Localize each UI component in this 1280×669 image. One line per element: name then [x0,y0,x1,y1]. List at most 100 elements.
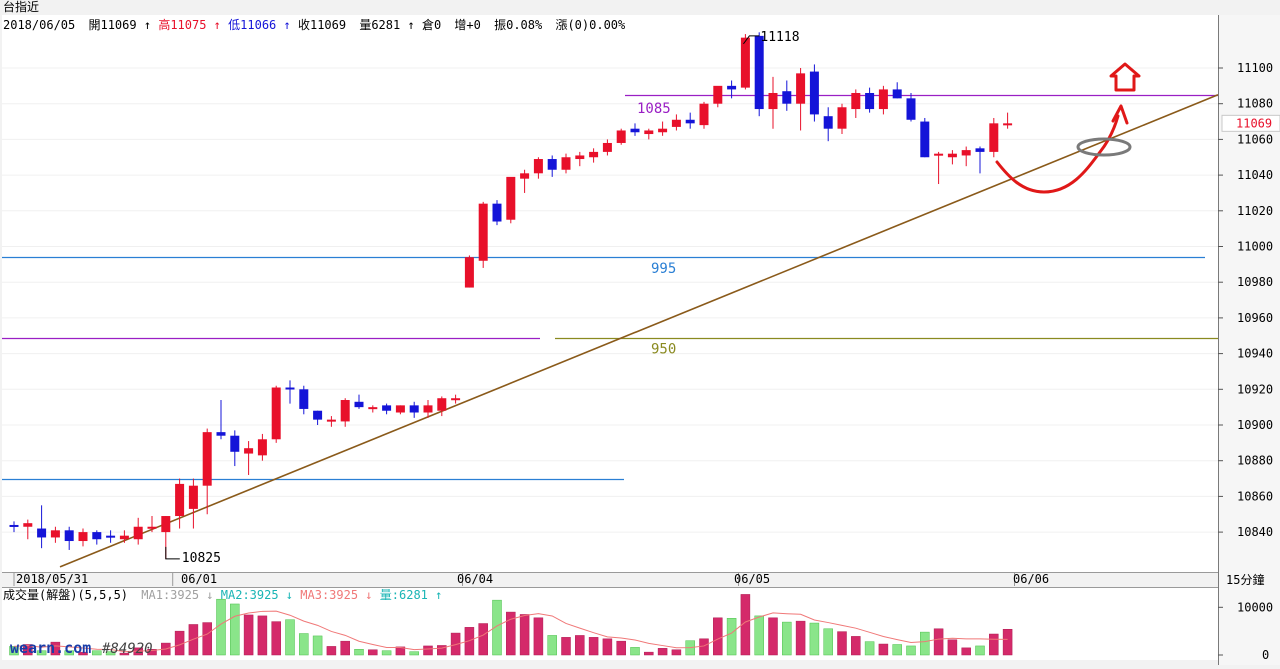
volume-bar[interactable] [754,615,764,656]
candle[interactable] [395,405,405,415]
candle[interactable] [423,400,433,418]
candle[interactable] [630,123,640,136]
volume-bar[interactable] [312,635,323,656]
candle[interactable] [989,117,999,158]
candle[interactable] [934,151,944,185]
candle[interactable] [437,396,447,417]
volume-bar[interactable] [920,631,930,656]
candle[interactable] [575,151,585,167]
volume-bar[interactable] [64,650,74,656]
volume-bar[interactable] [671,649,682,656]
volume-bar[interactable] [78,651,88,656]
volume-bar[interactable] [423,645,433,656]
volume-bar[interactable] [630,647,640,656]
volume-bar[interactable] [892,644,902,656]
candle[interactable] [961,146,971,167]
candle[interactable] [892,82,902,99]
candle[interactable] [106,530,116,543]
candle[interactable] [1003,112,1013,129]
volume-bar[interactable] [989,633,999,656]
volume-bar[interactable] [961,647,971,656]
volume-bar[interactable] [616,640,626,656]
candle[interactable] [768,76,778,129]
candle[interactable] [313,410,323,425]
candle[interactable] [520,169,530,193]
candle[interactable] [851,89,861,118]
volume-bar[interactable] [837,631,847,656]
volume-bar[interactable] [740,594,751,656]
candle[interactable] [920,117,930,158]
volume-bar[interactable] [326,646,337,656]
candle[interactable] [354,394,364,409]
volume-bar[interactable] [644,651,654,656]
candle[interactable] [865,87,875,113]
volume-bar[interactable] [809,622,820,656]
volume-bar[interactable] [243,614,254,656]
candle[interactable] [492,200,502,226]
volume-bar[interactable] [36,650,47,656]
volume-bar[interactable] [602,638,613,656]
candle[interactable] [64,526,74,550]
candle[interactable] [409,401,419,418]
volume-bar[interactable] [50,641,61,656]
candle[interactable] [257,433,267,461]
volume-bar[interactable] [216,598,226,656]
candle[interactable] [382,403,392,415]
volume-bar[interactable] [851,636,861,656]
candle[interactable] [285,380,295,404]
volume-bar[interactable] [299,633,309,656]
candle[interactable] [809,64,819,122]
volume-bar[interactable] [1002,628,1013,656]
price-panel[interactable] [2,15,1218,572]
volume-bar[interactable] [519,614,530,656]
candle[interactable] [823,107,833,142]
candle[interactable] [92,530,102,545]
volume-bar[interactable] [478,623,488,656]
volume-bar[interactable] [506,611,516,656]
candle[interactable] [202,428,212,515]
volume-bar[interactable] [726,618,737,656]
volume-bar[interactable] [933,628,944,656]
candle[interactable] [133,517,143,545]
volume-bar[interactable] [547,635,557,656]
volume-bar[interactable] [271,621,281,656]
volume-bar[interactable] [340,640,350,656]
candle[interactable] [713,85,723,108]
volume-bar[interactable] [381,650,392,656]
volume-bar[interactable] [878,643,889,656]
candle[interactable] [506,176,516,224]
volume-bar[interactable] [533,617,544,656]
candle[interactable] [244,441,254,475]
volume-bar[interactable] [354,649,364,656]
candle[interactable] [685,112,695,129]
candle[interactable] [478,201,488,268]
candle[interactable] [644,128,654,140]
volume-bar[interactable] [188,624,199,656]
candle[interactable] [782,80,792,111]
candle[interactable] [299,385,309,415]
volume-bar[interactable] [947,639,958,656]
volume-bar[interactable] [782,621,792,656]
candle[interactable] [451,394,461,404]
candle[interactable] [975,146,985,174]
volume-bar[interactable] [575,635,585,656]
candle[interactable] [616,128,626,145]
candle[interactable] [602,139,612,156]
volume-bar[interactable] [713,617,723,656]
candle[interactable] [175,478,185,529]
volume-bar[interactable] [823,628,833,656]
candle[interactable] [754,32,764,117]
candle[interactable] [23,519,33,540]
candle[interactable] [906,92,916,122]
candle[interactable] [368,405,378,413]
volume-bar[interactable] [795,620,806,656]
candle[interactable] [533,157,543,179]
candle[interactable] [547,155,557,177]
candle[interactable] [727,80,737,99]
volume-bar[interactable] [285,619,295,656]
candle[interactable] [340,398,350,427]
candle[interactable] [796,68,806,131]
volume-bar[interactable] [450,632,461,656]
candle[interactable] [658,121,668,136]
candle[interactable] [699,101,709,129]
